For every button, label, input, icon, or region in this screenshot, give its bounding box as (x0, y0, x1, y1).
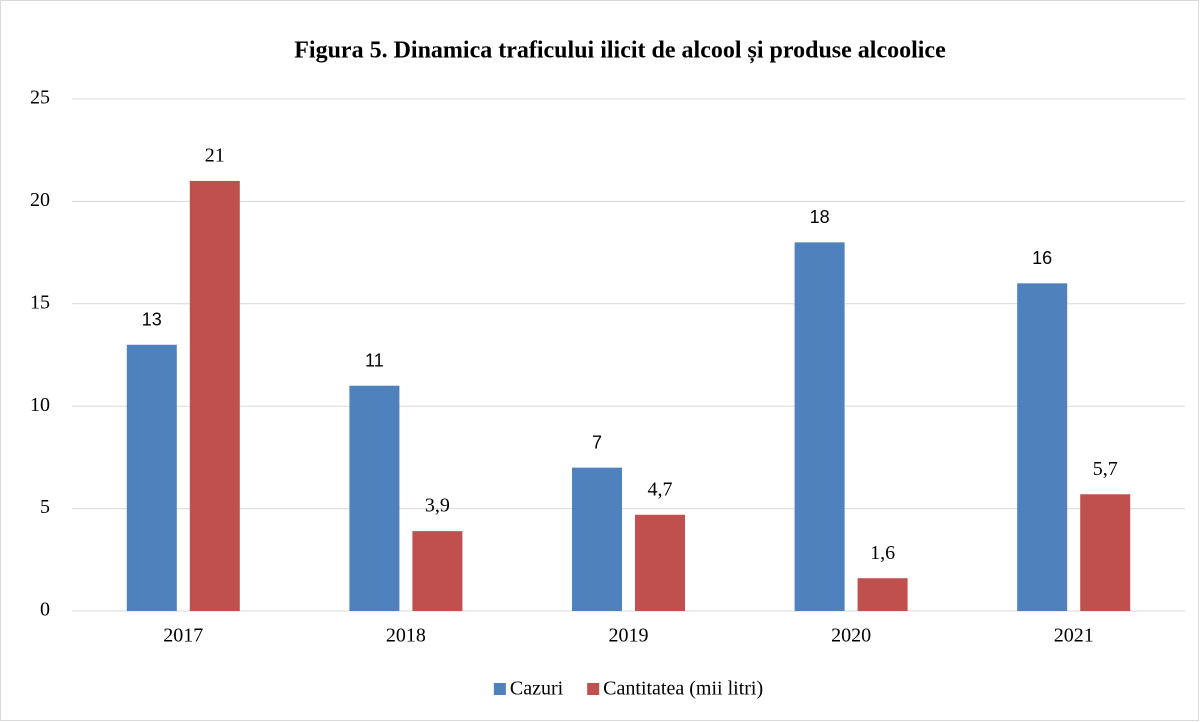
bar (1017, 283, 1068, 611)
bar (349, 385, 400, 611)
bar (635, 514, 685, 611)
bar (572, 467, 622, 611)
legend-label: Cantitatea (mii litri) (603, 678, 763, 700)
data-label: 5,7 (1093, 458, 1118, 480)
bar (794, 242, 845, 612)
y-tick-label: 25 (30, 87, 50, 109)
x-tick-label: 2017 (163, 625, 203, 647)
data-label: 16 (1032, 248, 1052, 268)
data-label: 1,6 (870, 542, 895, 564)
x-tick-label: 2021 (1054, 625, 1094, 647)
data-label: 18 (810, 207, 830, 227)
bar (857, 578, 908, 611)
bar (412, 531, 463, 611)
x-tick-label: 2019 (609, 625, 649, 647)
legend-swatch (493, 683, 506, 695)
x-tick-label: 2020 (831, 625, 871, 647)
y-tick-label: 5 (40, 496, 50, 518)
y-tick-label: 20 (30, 189, 50, 211)
bar (126, 344, 177, 611)
bar (189, 180, 240, 612)
data-label: 11 (365, 350, 384, 370)
y-tick-label: 15 (30, 291, 50, 313)
legend-label: Cazuri (510, 678, 564, 700)
legend-swatch (587, 683, 600, 695)
x-tick-label: 2018 (386, 625, 426, 647)
data-label: 13 (142, 310, 162, 330)
data-label: 7 (592, 432, 602, 452)
y-tick-label: 10 (30, 394, 50, 416)
chart-title: Figura 5. Dinamica traficului ilicit de … (294, 38, 946, 64)
bar (1080, 494, 1131, 611)
data-label: 4,7 (648, 478, 673, 500)
data-label: 21 (205, 145, 225, 167)
y-tick-label: 0 (40, 599, 50, 621)
data-label: 3,9 (425, 495, 450, 517)
